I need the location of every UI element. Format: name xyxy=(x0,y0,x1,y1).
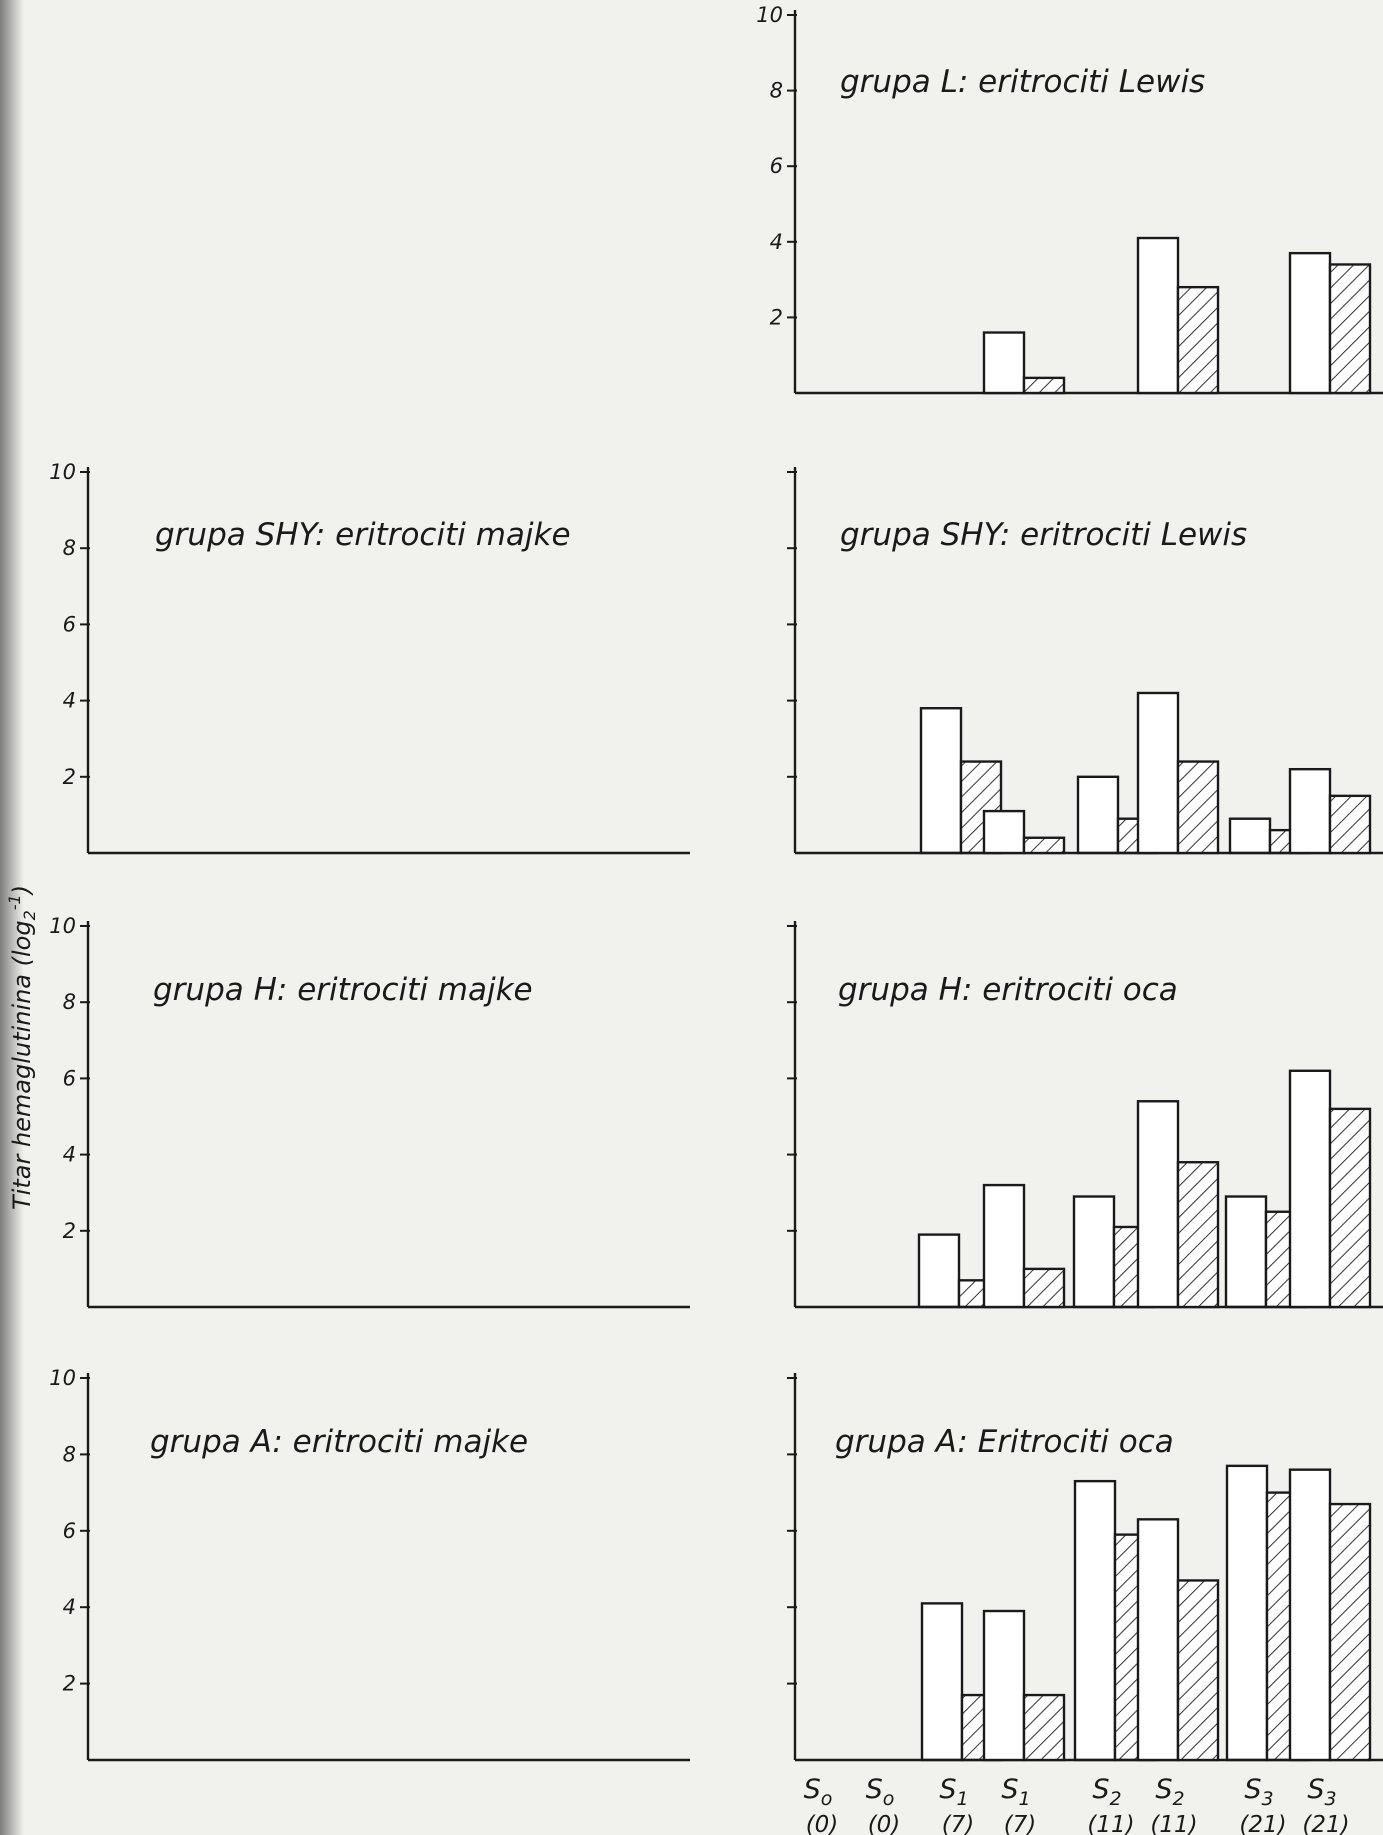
x-tick-sublabel: (11) xyxy=(1087,1812,1134,1835)
panel-title: grupa H: eritrociti majke xyxy=(153,972,533,1008)
bar-open xyxy=(1072,1195,1116,1309)
y-tick-label: 8 xyxy=(770,79,783,103)
y-axis-label: Titar hemaglutinina (log2-1) xyxy=(5,885,39,1210)
bar-hatched xyxy=(1328,1107,1372,1309)
y-tick-label: 2 xyxy=(63,765,76,789)
x-tick-sublabel: (21) xyxy=(1239,1812,1286,1835)
x-tick-label: S1 xyxy=(1001,1774,1030,1810)
panel-title: grupa H: eritrociti oca xyxy=(838,972,1178,1008)
y-tick-label: 2 xyxy=(63,1219,76,1243)
x-tick-sublabel: (7) xyxy=(1004,1812,1037,1835)
scan-edge-shadow xyxy=(0,0,24,1835)
chart-panel: 2 4 6 8 10 grupa SHY: eritrociti majke xyxy=(49,460,1312,855)
bar-hatched xyxy=(1022,836,1066,855)
y-tick-label: 10 xyxy=(49,914,76,938)
y-tick-label: 2 xyxy=(63,1672,76,1696)
x-tick-label: S3 xyxy=(1307,1774,1336,1810)
x-tick-label: So xyxy=(866,1774,895,1810)
y-tick-label: 6 xyxy=(63,612,76,636)
x-tick-label: S1 xyxy=(939,1774,968,1810)
bar-open xyxy=(1136,236,1180,395)
y-tick-label: 4 xyxy=(63,1595,76,1619)
y-tick-label: 10 xyxy=(49,460,76,484)
bar-open xyxy=(1136,1100,1180,1309)
y-tick-label: 4 xyxy=(770,230,783,254)
panels: 2 4 6 8 10 grupa L: eritrociti Lewis 2 4 6 8 10 gru… xyxy=(49,3,1383,1835)
bar-open xyxy=(917,1233,961,1309)
bar-hatched xyxy=(1176,1161,1220,1309)
y-tick-label: 4 xyxy=(63,689,76,713)
bar-open xyxy=(1136,691,1180,855)
x-tick-sublabel: (0) xyxy=(868,1812,901,1835)
x-tick-label: S2 xyxy=(1092,1774,1121,1810)
panel-title: grupa SHY: eritrociti Lewis xyxy=(840,517,1247,553)
x-tick-sublabel: (11) xyxy=(1150,1812,1197,1835)
y-tick-label: 8 xyxy=(63,990,76,1014)
bar-open xyxy=(1224,1195,1268,1309)
panel-title: grupa L: eritrociti Lewis xyxy=(840,64,1205,100)
chart-panel: grupa A: Eritrociti ocaSo(0)S1(7)S2(11)S… xyxy=(787,1373,1383,1835)
chart-panel: grupa SHY: eritrociti Lewis xyxy=(787,467,1383,855)
panel-title: grupa A: Eritrociti oca xyxy=(835,1424,1174,1460)
bar-hatched xyxy=(1328,794,1372,855)
y-tick-label: 8 xyxy=(63,1442,76,1466)
bar-open xyxy=(982,331,1026,395)
bar-open xyxy=(1288,1468,1332,1762)
bar-open xyxy=(1076,775,1120,855)
bar-open xyxy=(1225,1464,1269,1762)
y-tick-label: 6 xyxy=(63,1066,76,1090)
y-tick-label: 10 xyxy=(756,3,783,27)
bar-hatched xyxy=(1022,1693,1066,1762)
y-tick-label: 6 xyxy=(770,154,783,178)
y-tick-label: 10 xyxy=(49,1366,76,1390)
bar-hatched xyxy=(1176,285,1220,395)
y-tick-label: 8 xyxy=(63,536,76,560)
bar-open xyxy=(1136,1518,1180,1762)
y-tick-label: 6 xyxy=(63,1519,76,1543)
bar-open xyxy=(1288,251,1332,395)
panel-title: grupa SHY: eritrociti majke xyxy=(155,517,571,553)
chart-panel: grupa H: eritrociti oca xyxy=(787,921,1383,1309)
bar-hatched xyxy=(1328,263,1372,395)
bar-open xyxy=(1288,767,1332,855)
bar-open xyxy=(982,809,1026,855)
y-tick-label: 4 xyxy=(63,1143,76,1167)
y-tick-label: 2 xyxy=(770,305,783,329)
x-tick-label: S3 xyxy=(1244,1774,1273,1810)
bar-hatched xyxy=(1022,376,1066,395)
bar-open xyxy=(1228,817,1272,855)
x-tick-sublabel: (7) xyxy=(942,1812,975,1835)
bar-hatched xyxy=(1328,1502,1372,1762)
x-tick-sublabel: (0) xyxy=(806,1812,839,1835)
chart-panel: 2 4 6 8 10 grupa L: eritrociti Lewis xyxy=(756,3,1383,395)
bar-open xyxy=(982,1609,1026,1762)
bar-hatched xyxy=(1176,1579,1220,1762)
panel-title: grupa A: eritrociti majke xyxy=(150,1424,528,1460)
bar-hatched xyxy=(1022,1267,1066,1309)
x-tick-label: So xyxy=(804,1774,833,1810)
bar-open xyxy=(920,1602,964,1762)
bar-open xyxy=(1288,1069,1332,1309)
x-tick-sublabel: (21) xyxy=(1302,1812,1349,1835)
bar-hatched xyxy=(1176,760,1220,855)
bar-open xyxy=(919,707,963,855)
bar-open xyxy=(982,1183,1026,1309)
x-tick-label: S2 xyxy=(1155,1774,1184,1810)
bar-open xyxy=(1073,1479,1117,1762)
